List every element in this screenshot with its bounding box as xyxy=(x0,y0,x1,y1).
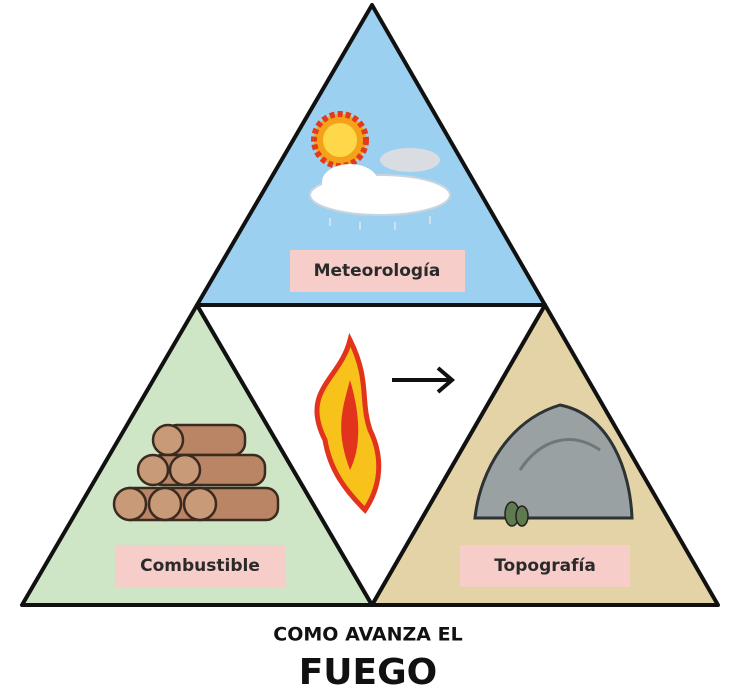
caption-title: FUEGO xyxy=(299,652,438,693)
caption-line: COMO AVANZA EL xyxy=(273,624,462,646)
section-label: Topografía xyxy=(494,556,596,576)
section-label: Meteorología xyxy=(314,261,441,281)
fire-triangle-diagram: Meteorología Combustible Topografía COMO… xyxy=(0,0,733,695)
section-label: Combustible xyxy=(140,556,260,576)
